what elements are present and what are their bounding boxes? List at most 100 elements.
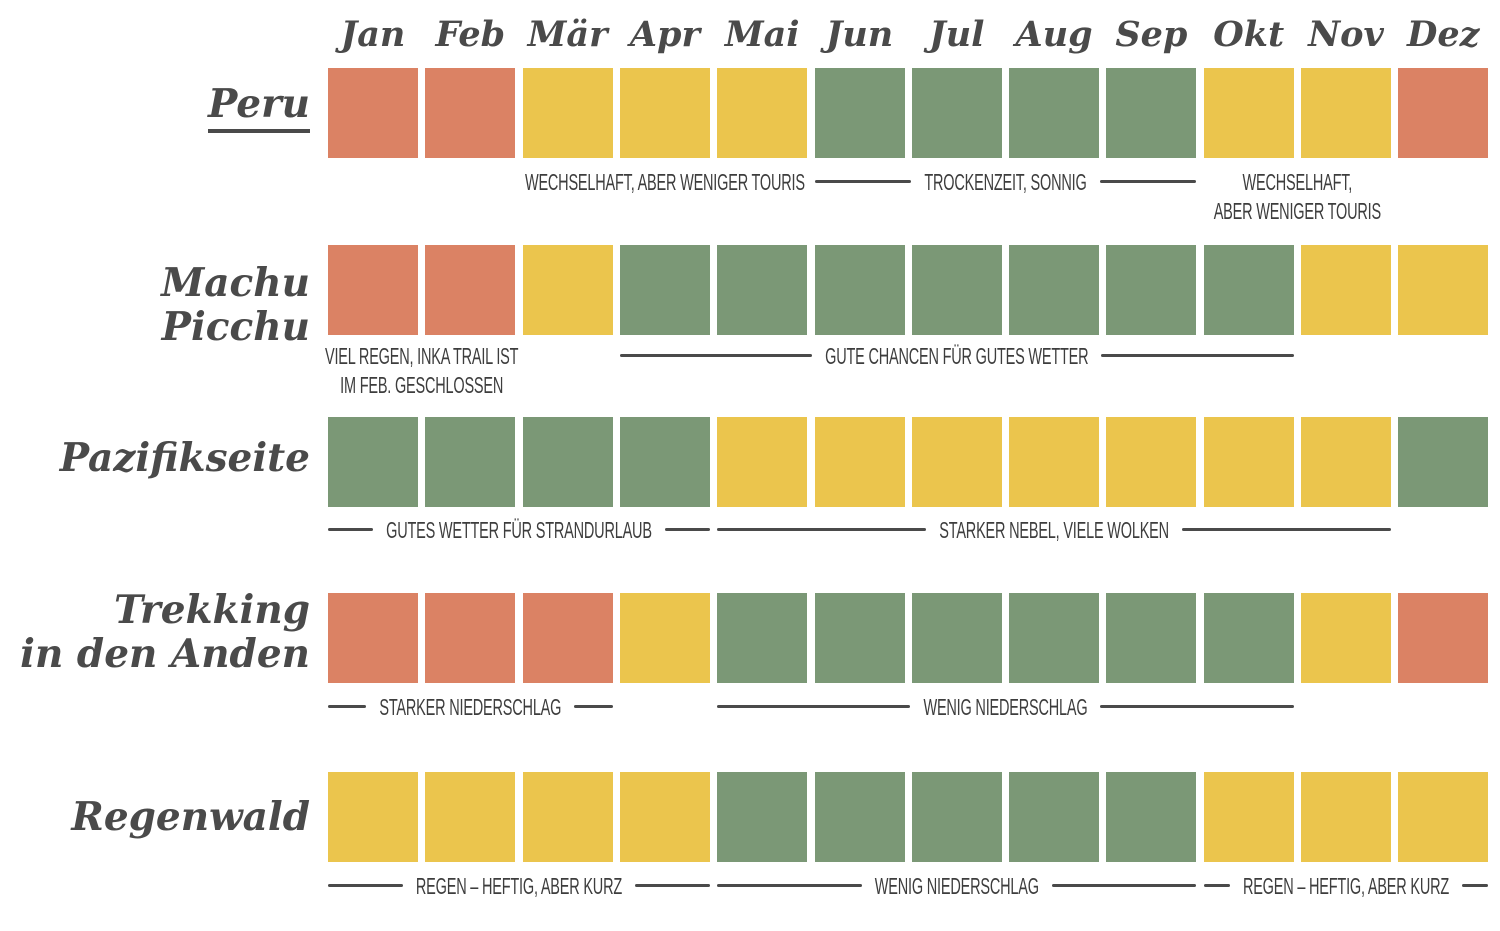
- month-cell-good: [1106, 772, 1197, 862]
- month-label: Jul: [929, 14, 985, 55]
- month-cell-medium: [425, 772, 516, 862]
- month-cell-good: [1009, 245, 1100, 335]
- annotation-text: WECHSELHAFT, ABER WENIGER TOURIS: [524, 170, 805, 197]
- month-cell-good: [425, 417, 516, 507]
- month-cell-medium: [1301, 68, 1391, 158]
- month-cell-good: [814, 772, 905, 862]
- month-cell-good: [814, 245, 905, 335]
- annotation-text: WECHSELHAFT, ABER WENIGER TOURIS: [1213, 170, 1381, 227]
- month-label: Mär: [527, 14, 608, 55]
- month-cell-good: [1106, 593, 1197, 683]
- month-cell-medium: [522, 68, 613, 158]
- month-cell-good: [911, 593, 1002, 683]
- month-label: Okt: [1213, 14, 1285, 55]
- month-cell-good: [814, 68, 905, 158]
- month-cell-medium: [1203, 772, 1294, 862]
- month-cell-medium: [1301, 593, 1391, 683]
- month-cell-good: [814, 593, 905, 683]
- month-cell-medium: [814, 417, 905, 507]
- month-cell-good: [1009, 68, 1100, 158]
- month-cell-medium: [1301, 772, 1391, 862]
- annotation-line: [1462, 884, 1489, 887]
- month-cell-bad: [1398, 68, 1489, 158]
- month-cell-medium: [911, 417, 1002, 507]
- month-cell-medium: [1398, 772, 1489, 862]
- annotation-line: [814, 180, 912, 183]
- annotation: GUTES WETTER FÜR STRANDURLAUB: [328, 517, 710, 581]
- annotation: WENIG NIEDERSCHLAG: [717, 694, 1294, 758]
- annotation-line: [328, 884, 403, 887]
- annotation: WENIG NIEDERSCHLAG: [717, 873, 1197, 931]
- month-cell-medium: [619, 772, 710, 862]
- month-cell-good: [619, 417, 710, 507]
- annotation: WECHSELHAFT, ABER WENIGER TOURIS: [523, 169, 808, 233]
- month-cell-good: [717, 593, 808, 683]
- month-cell-medium: [1106, 417, 1197, 507]
- annotation-line: [1181, 528, 1391, 531]
- row-label: Machu Picchu: [161, 260, 310, 351]
- month-label: Apr: [629, 14, 700, 55]
- annotation-line: [328, 528, 374, 531]
- month-label: Aug: [1015, 14, 1093, 55]
- annotation-line: [1099, 180, 1197, 183]
- month-cell-bad: [328, 593, 418, 683]
- month-cell-good: [1106, 68, 1197, 158]
- month-cell-bad: [328, 245, 418, 335]
- row-label: Trekking in den Anden: [20, 587, 310, 678]
- month-cell-good: [911, 68, 1002, 158]
- annotation-text: REGEN – HEFTIG, ABER KURZ: [415, 874, 622, 901]
- month-label: Jan: [340, 14, 406, 55]
- month-cell-medium: [717, 68, 808, 158]
- month-cell-medium: [1203, 68, 1294, 158]
- month-label: Mai: [724, 14, 800, 55]
- annotation-text: STARKER NEBEL, VIELE WOLKEN: [939, 518, 1169, 545]
- month-cell-good: [619, 245, 710, 335]
- month-cell-medium: [522, 772, 613, 862]
- annotation-text: TROCKENZEIT, SONNIG: [924, 170, 1087, 197]
- month-cell-good: [1106, 245, 1197, 335]
- month-cell-medium: [1203, 417, 1294, 507]
- month-cell-good: [1203, 593, 1294, 683]
- month-cell-medium: [522, 245, 613, 335]
- month-cell-medium: [1301, 417, 1391, 507]
- annotation: TROCKENZEIT, SONNIG: [814, 169, 1197, 233]
- row-label: Regenwald: [71, 794, 310, 840]
- month-cell-bad: [425, 68, 516, 158]
- annotation: STARKER NEBEL, VIELE WOLKEN: [717, 517, 1391, 581]
- annotation-line: [635, 884, 710, 887]
- month-cell-good: [1398, 417, 1489, 507]
- month-label: Dez: [1407, 14, 1480, 55]
- month-cell-medium: [328, 772, 418, 862]
- month-cell-good: [911, 245, 1002, 335]
- annotation-line: [717, 705, 911, 708]
- annotation-line: [574, 705, 613, 708]
- annotation-line: [717, 528, 927, 531]
- month-cell-medium: [1398, 245, 1489, 335]
- annotation-text: WENIG NIEDERSCHLAG: [874, 874, 1039, 901]
- month-cell-medium: [1301, 245, 1391, 335]
- annotation: GUTE CHANCEN FÜR GUTES WETTER: [619, 343, 1294, 407]
- month-label: Jun: [825, 14, 894, 55]
- annotation-text: GUTES WETTER FÜR STRANDURLAUB: [386, 518, 652, 545]
- month-cell-good: [1009, 593, 1100, 683]
- month-label: Sep: [1115, 14, 1188, 55]
- month-label: Nov: [1308, 14, 1384, 55]
- month-cell-bad: [425, 245, 516, 335]
- annotation: WECHSELHAFT, ABER WENIGER TOURIS: [1204, 169, 1391, 233]
- row-label: Peru: [0, 81, 310, 133]
- month-cell-good: [1203, 245, 1294, 335]
- month-cell-good: [1009, 772, 1100, 862]
- month-cell-bad: [328, 68, 418, 158]
- month-cell-good: [717, 772, 808, 862]
- annotation: STARKER NIEDERSCHLAG: [328, 694, 613, 758]
- month-label: Feb: [435, 14, 506, 55]
- month-cell-good: [717, 245, 808, 335]
- annotation-text: STARKER NIEDERSCHLAG: [379, 695, 562, 722]
- month-cell-bad: [522, 593, 613, 683]
- annotation-line: [717, 884, 862, 887]
- annotation-line: [1101, 354, 1294, 357]
- annotation: REGEN – HEFTIG, ABER KURZ: [1203, 873, 1489, 931]
- month-cell-medium: [619, 593, 710, 683]
- month-cell-bad: [1398, 593, 1489, 683]
